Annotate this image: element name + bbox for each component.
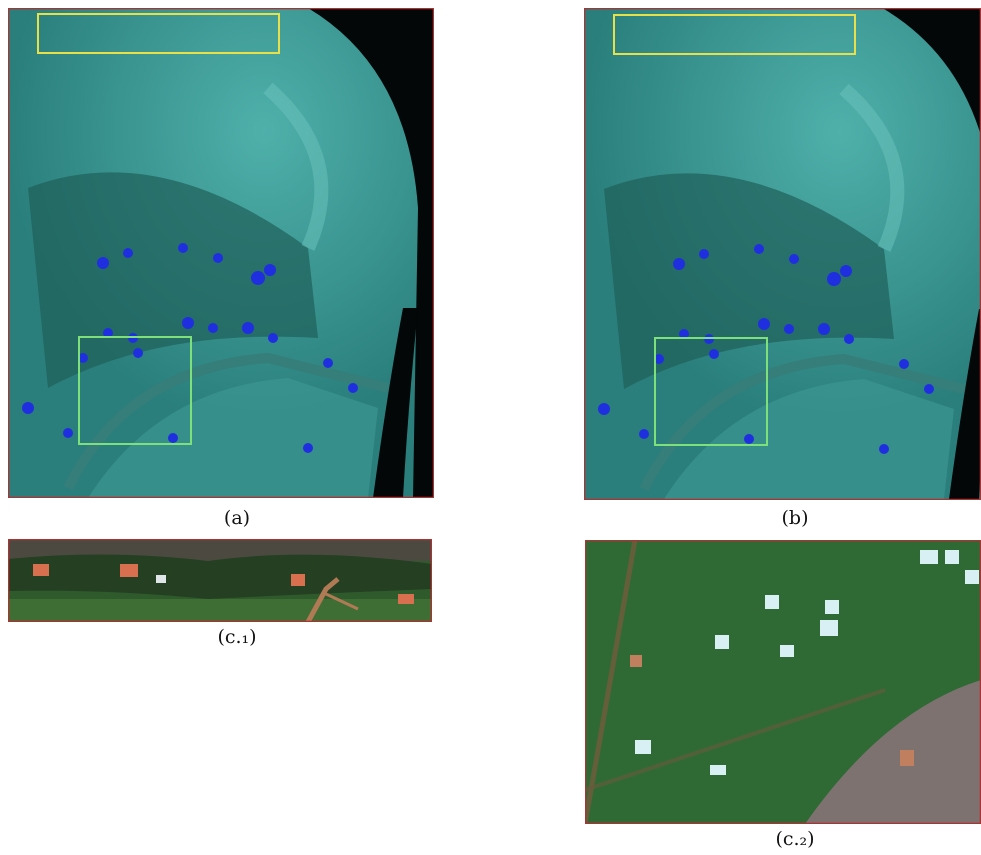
- panel-b-image: [584, 8, 981, 500]
- panel-c2-image: [585, 540, 981, 824]
- figure: (a) (b) (c.₁) (c.₂): [0, 0, 981, 855]
- caption: (c.₂): [775, 828, 814, 850]
- caption: (a): [224, 507, 250, 529]
- caption: (c.₁): [217, 626, 256, 648]
- panel-a-image: [8, 8, 434, 498]
- panel-c1-image: [8, 539, 432, 622]
- caption: (b): [782, 507, 809, 529]
